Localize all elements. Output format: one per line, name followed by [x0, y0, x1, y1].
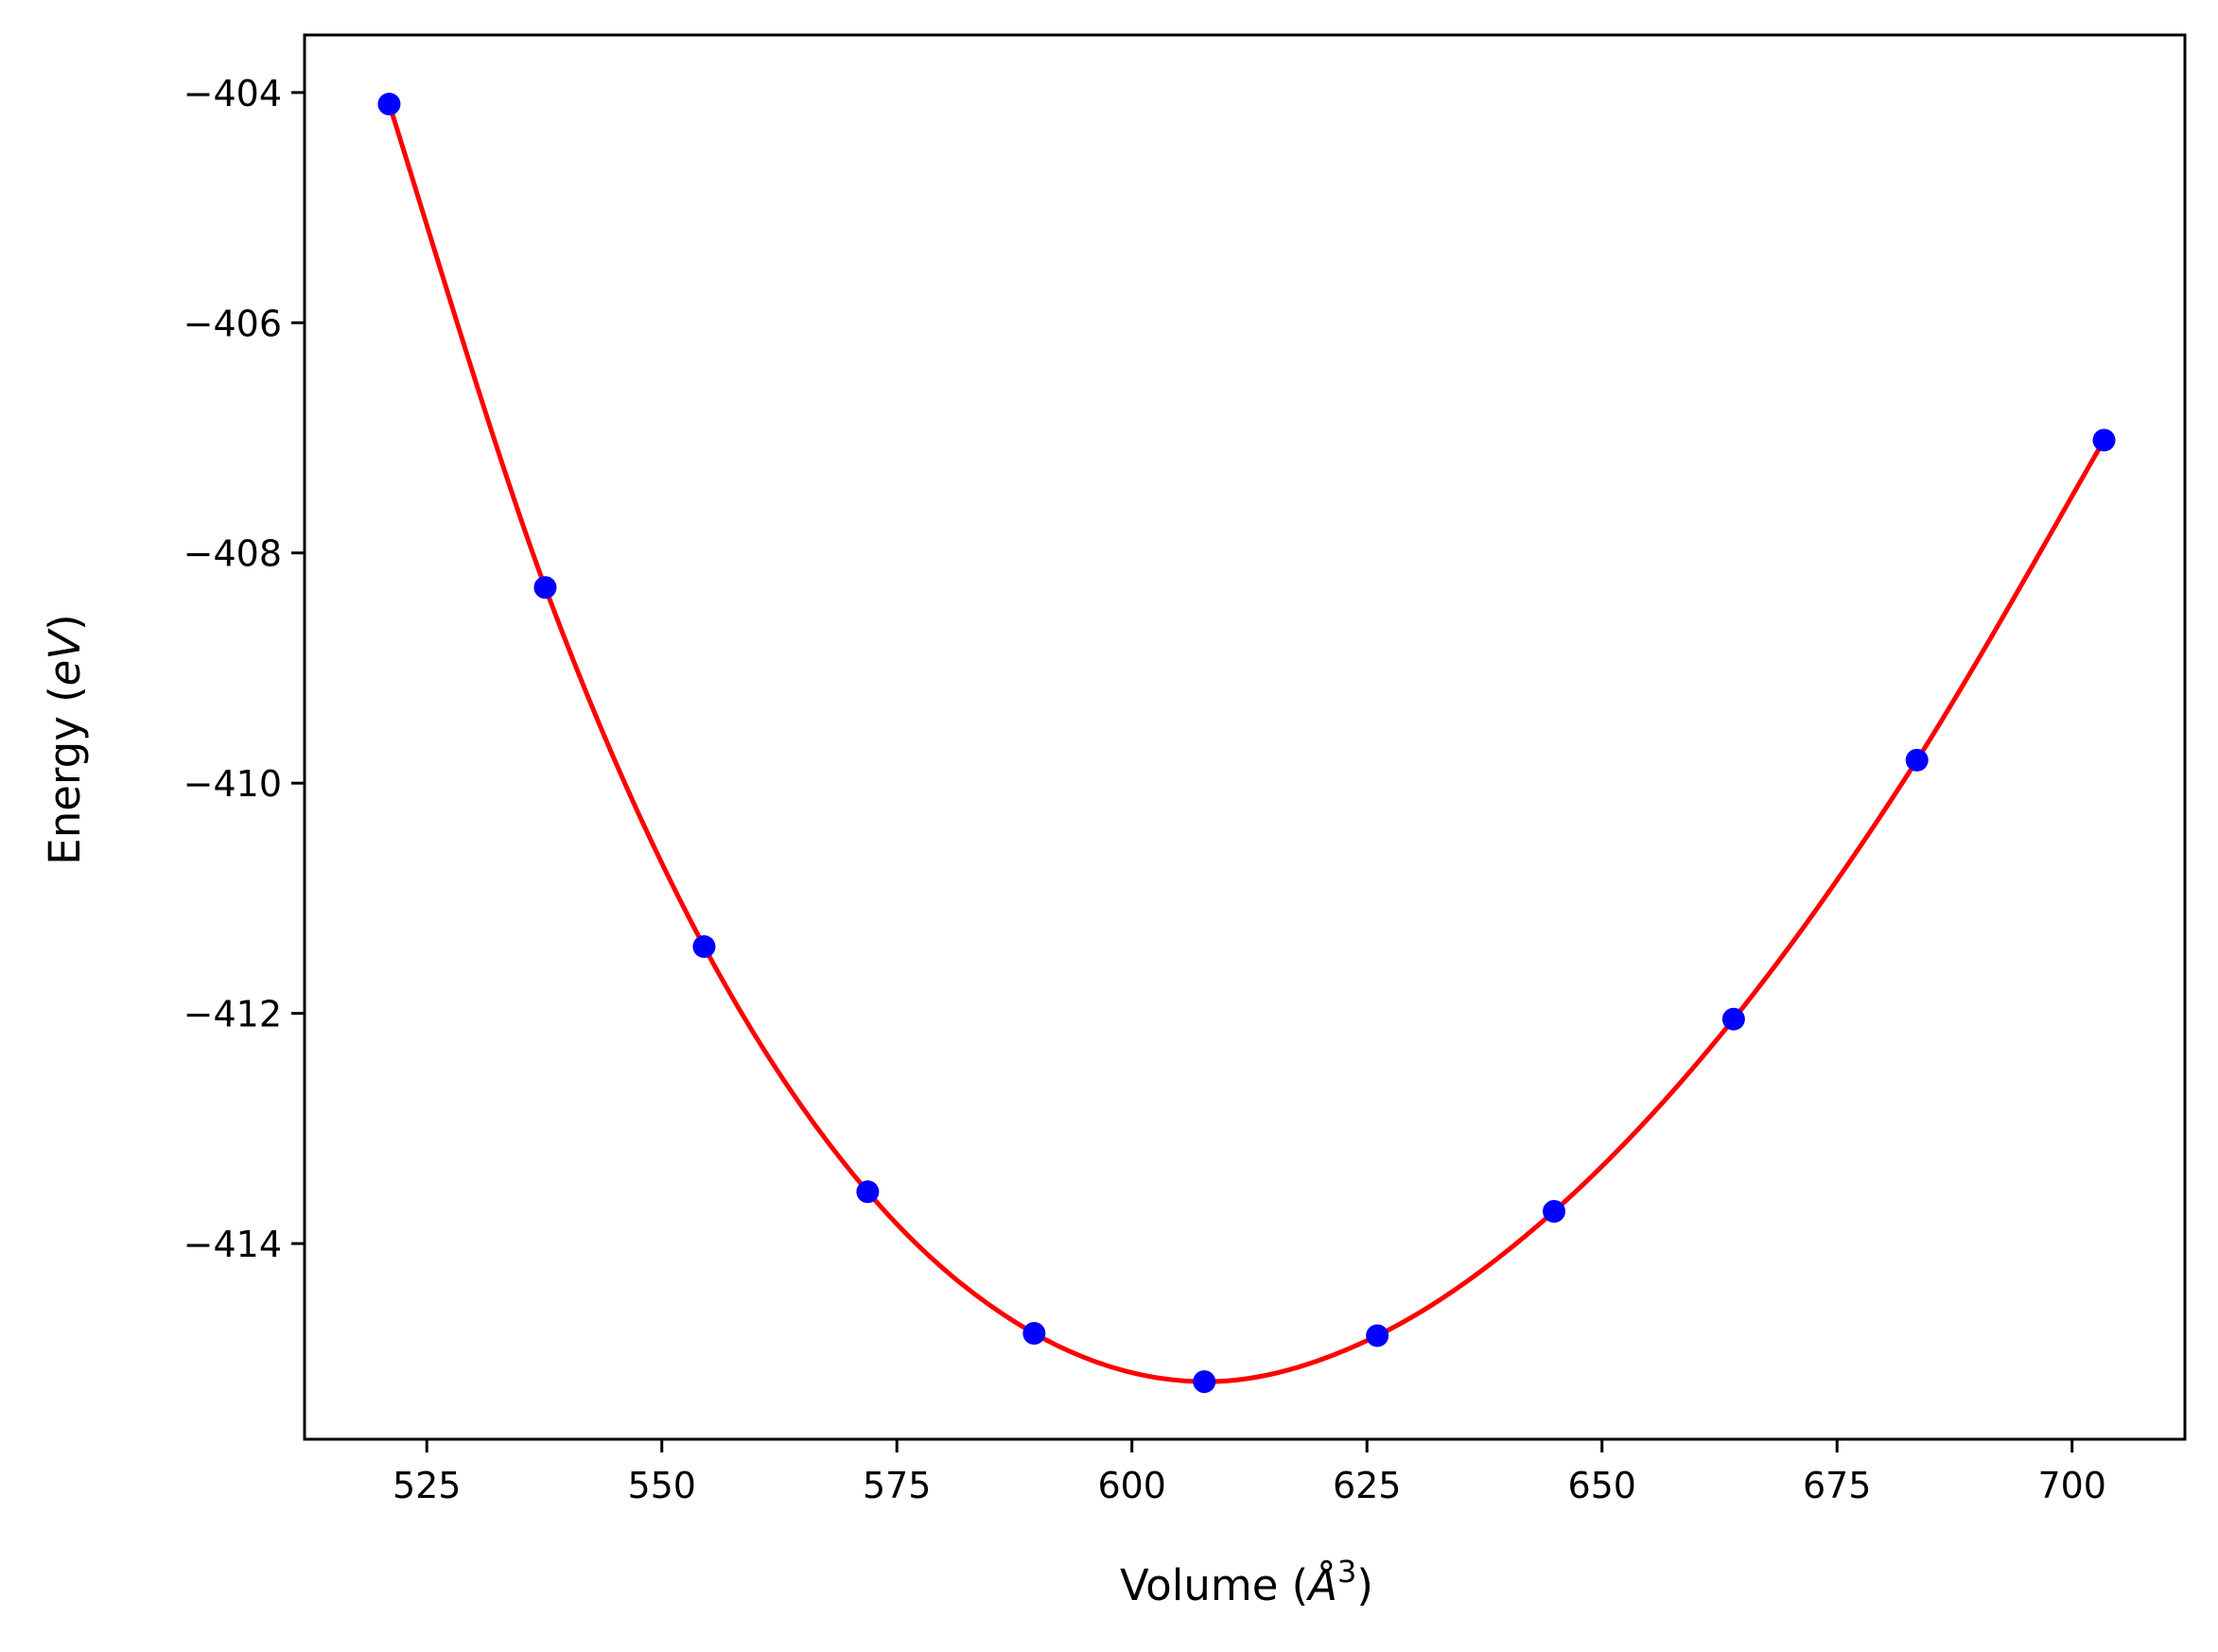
y-tick-label: −408 [183, 533, 282, 575]
data-point [856, 1180, 880, 1204]
data-point [1905, 748, 1929, 772]
x-tick-label: 525 [393, 1465, 462, 1506]
data-point [533, 576, 557, 600]
data-point [692, 935, 716, 959]
x-axis-label: Volume (Å3) [1120, 1554, 1373, 1610]
x-tick-label: 600 [1097, 1465, 1166, 1506]
x-tick-label: 700 [2037, 1465, 2106, 1506]
data-point [1721, 1007, 1745, 1031]
data-point [1022, 1322, 1046, 1346]
plot-frame [303, 33, 2187, 1441]
y-axis-ticks: −404 −406 −408 −410 −412 −414 [183, 73, 305, 1265]
data-points-layer [377, 93, 2116, 1394]
data-point [377, 93, 401, 116]
x-tick-label: 575 [863, 1465, 932, 1506]
x-axis-ticks: 525 550 575 600 625 650 675 700 [393, 1439, 2106, 1506]
fit-curve-layer [387, 103, 2106, 1384]
y-tick-label: −410 [183, 763, 282, 805]
x-tick-label: 650 [1567, 1465, 1636, 1506]
y-tick-label: −414 [183, 1224, 282, 1265]
data-point [1193, 1370, 1216, 1394]
x-tick-label: 550 [627, 1465, 696, 1506]
x-tick-label: 625 [1333, 1465, 1402, 1506]
data-point [2092, 428, 2116, 452]
fit-curve-line [387, 103, 2106, 1384]
y-tick-label: −404 [183, 73, 282, 114]
y-tick-label: −406 [183, 303, 282, 344]
data-point [1543, 1199, 1566, 1223]
data-point [1366, 1324, 1389, 1348]
x-tick-label: 675 [1803, 1465, 1872, 1506]
y-axis-label: Energy (eV) [40, 614, 90, 864]
y-tick-label: −412 [183, 994, 282, 1035]
